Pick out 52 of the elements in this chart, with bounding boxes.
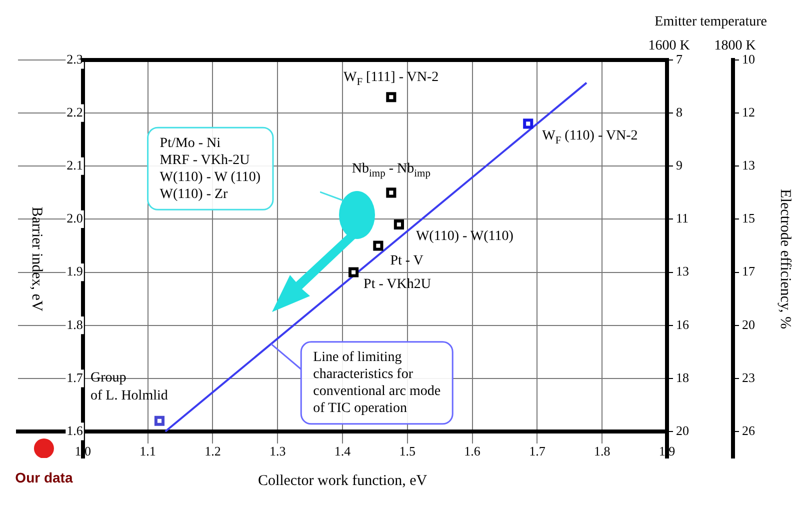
text: 17 xyxy=(742,264,756,279)
point xyxy=(523,118,534,129)
annotation: W(110) - W(110) xyxy=(416,229,514,244)
y-tick-label: 2.2 xyxy=(66,104,83,120)
point xyxy=(348,267,359,278)
x-tick-label: 1.8 xyxy=(594,444,610,459)
x-tick-label: 1.4 xyxy=(334,444,352,459)
text: 20 xyxy=(676,422,689,438)
annotation: Pt - V xyxy=(390,253,424,268)
text: 23 xyxy=(742,370,755,385)
text: 13 xyxy=(676,264,689,279)
category-label: 7 xyxy=(676,51,682,66)
point xyxy=(154,416,165,426)
annotation: Pt - VKh2U xyxy=(364,276,431,292)
x-tick-label: 1.2 xyxy=(204,444,221,459)
y-tick-label: 1.9 xyxy=(66,264,83,279)
y-tick-label: 1.8 xyxy=(66,316,83,332)
point xyxy=(394,219,404,230)
category-label: 11 xyxy=(676,210,689,226)
text: 20 xyxy=(742,316,755,332)
text: 1600 K xyxy=(648,38,690,54)
point xyxy=(386,92,396,102)
point xyxy=(373,240,384,251)
x-tick-label: 1.5 xyxy=(399,444,416,459)
x-axis-title: Collector work function, eV xyxy=(258,473,428,490)
y-tick-label: 2.1 xyxy=(66,158,83,173)
y-tick-label: 2.0 xyxy=(66,210,83,226)
text: 10 xyxy=(742,51,755,66)
text: 26 xyxy=(742,422,756,438)
text: Emitter temperature xyxy=(654,14,768,30)
annotation: Line of limiting characteristics for conventional arc mode of TIC operation xyxy=(313,350,441,416)
y-axis-title: Barrier index, eV xyxy=(28,206,45,312)
text: 15 xyxy=(742,210,755,226)
annotation: Group of L. Holmlid xyxy=(90,370,168,404)
x-tick-label: 1.3 xyxy=(269,444,286,459)
y-tick-label: 1.7 xyxy=(66,370,84,385)
text: 13 xyxy=(742,158,755,173)
point xyxy=(386,188,396,198)
x-tick-label: 1.7 xyxy=(529,444,546,459)
text: 12 xyxy=(742,104,755,120)
y-tick-label: 1.6 xyxy=(66,422,84,438)
text: 1800 K xyxy=(714,38,756,54)
category-label: 16 xyxy=(676,316,689,332)
y3-axis-title: Electrode efficiency, % xyxy=(777,189,794,329)
x-tick-label: 1.6 xyxy=(464,444,481,459)
annotation: Our data xyxy=(15,469,73,486)
category-label: 9 xyxy=(676,158,682,173)
annotation: Pt/Mo - Ni MRF - VKh-2U W(110) - W (110) W(110) - Zr xyxy=(160,136,261,202)
x-tick-label: 1.1 xyxy=(140,444,156,459)
category-label: 8 xyxy=(676,104,682,120)
category-label: 18 xyxy=(676,370,689,385)
point xyxy=(34,438,54,458)
